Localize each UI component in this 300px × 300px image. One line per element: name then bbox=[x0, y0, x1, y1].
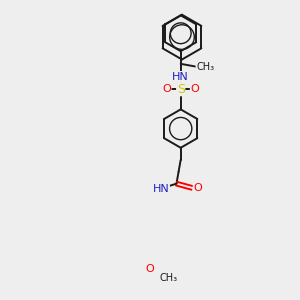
Text: O: O bbox=[146, 264, 154, 274]
Text: O: O bbox=[190, 84, 199, 94]
Text: S: S bbox=[177, 83, 185, 96]
Text: O: O bbox=[193, 183, 202, 193]
Text: CH₃: CH₃ bbox=[160, 272, 178, 283]
Text: CH₃: CH₃ bbox=[196, 62, 214, 72]
Text: HN: HN bbox=[172, 71, 189, 82]
Text: HN: HN bbox=[153, 184, 169, 194]
Text: O: O bbox=[162, 84, 171, 94]
